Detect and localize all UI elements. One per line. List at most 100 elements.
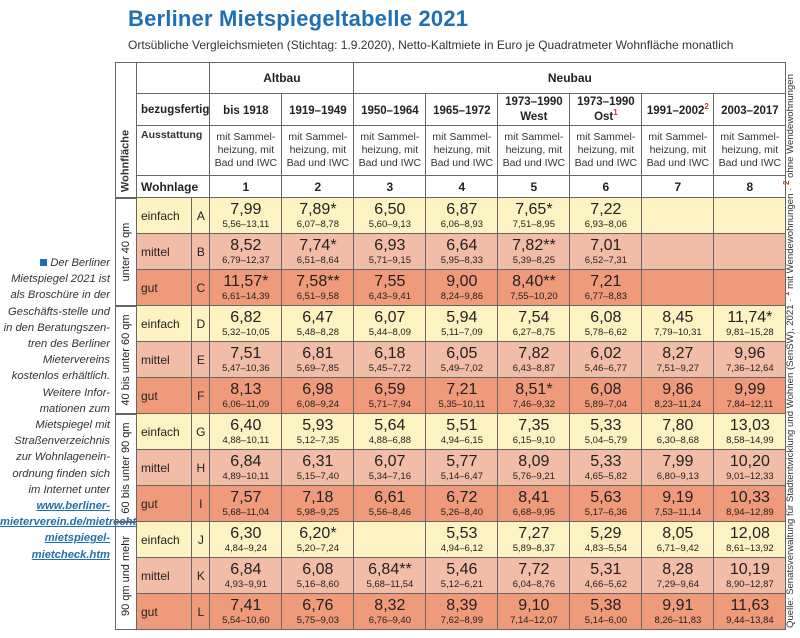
rent-cell: 7,82 6,43–8,87 bbox=[497, 341, 571, 378]
rent-cell: 8,13 6,06–11,09 bbox=[209, 377, 283, 414]
rent-cell: 5,38 5,14–6,00 bbox=[569, 593, 643, 630]
mean-rent: 10,19 bbox=[729, 560, 770, 578]
rent-cell: 7,99 5,56–13,11 bbox=[209, 197, 283, 234]
rent-table: Altbau Neubau bezugsfertig bis 1918 1919–194… bbox=[115, 62, 787, 630]
rent-cell bbox=[713, 269, 787, 306]
mean-rent: 9,19 bbox=[662, 488, 694, 506]
mean-rent: 7,89* bbox=[299, 200, 337, 218]
rent-cell: 8,27 7,51–9,27 bbox=[641, 341, 715, 378]
mean-rent: 6,59 bbox=[374, 380, 406, 398]
rent-cell: 7,54 6,27–8,75 bbox=[497, 305, 571, 342]
header-row-category: Altbau Neubau bbox=[115, 62, 787, 94]
wohnlage-number: 5 bbox=[497, 175, 571, 198]
period-label: 1991–2002 bbox=[646, 104, 705, 117]
mean-rent: 8,32 bbox=[374, 596, 406, 614]
rent-cell: 11,57* 6,61–14,39 bbox=[209, 269, 283, 306]
row-key: J bbox=[191, 521, 211, 558]
period-label: bis 1918 bbox=[223, 104, 269, 117]
mean-rent: 5,77 bbox=[446, 452, 478, 470]
rent-range: 6,51–8,64 bbox=[296, 254, 339, 266]
mean-rent: 7,35 bbox=[518, 416, 550, 434]
rent-cell: 8,05 6,71–9,42 bbox=[641, 521, 715, 558]
rent-cell: 5,29 4,83–5,54 bbox=[569, 521, 643, 558]
mean-rent: 6,07 bbox=[374, 452, 406, 470]
label-wohnlage: Wohnlage bbox=[135, 175, 211, 198]
rent-range: 5,98–9,25 bbox=[296, 506, 339, 518]
rent-range: 5,71–7,94 bbox=[368, 398, 411, 410]
rent-cell: 6,84 4,89–10,11 bbox=[209, 449, 283, 486]
mean-rent: 6,81 bbox=[302, 344, 334, 362]
rent-range: 7,14–12,07 bbox=[510, 614, 558, 626]
rent-cell: 9,86 8,23–11,24 bbox=[641, 377, 715, 414]
rent-cell bbox=[641, 233, 715, 270]
mean-rent: 7,41 bbox=[230, 596, 262, 614]
mean-rent: 7,01 bbox=[590, 236, 622, 254]
table-row: 60 bis unter 90 qm einfach G 6,40 4,88–10,11… bbox=[115, 412, 787, 522]
rent-cell bbox=[641, 197, 715, 234]
rent-cell: 7,35 6,15–9,10 bbox=[497, 413, 571, 450]
rent-range: 6,04–8,76 bbox=[512, 578, 555, 590]
ausstattung-cell: mit Sammel-heizung, mit Bad und IWC bbox=[425, 125, 499, 176]
mean-rent: 6,84** bbox=[368, 560, 412, 578]
rent-range: 5,54–10,60 bbox=[222, 614, 270, 626]
rent-range: 7,29–9,64 bbox=[656, 578, 699, 590]
rent-cell: 6,02 5,46–6,77 bbox=[569, 341, 643, 378]
header-row-periods: bezugsfertig bis 1918 1919–1949 1950–1964 19… bbox=[115, 93, 787, 126]
rent-cell: 7,80 6,30–8,68 bbox=[641, 413, 715, 450]
mean-rent: 8,41 bbox=[518, 488, 550, 506]
header-row-ausstattung: Wohnfläche Ausstattung mit Sammel-heizung,… bbox=[115, 125, 787, 198]
ausstattung-cell: mit Sammel-heizung, mit Bad und IWC bbox=[641, 125, 715, 176]
mean-rent: 6,47 bbox=[302, 308, 334, 326]
mean-rent: 5,33 bbox=[590, 416, 622, 434]
row-key: K bbox=[191, 557, 211, 594]
mean-rent: 6,61 bbox=[374, 488, 406, 506]
lage-label: gut bbox=[135, 593, 193, 630]
lage-label: mittel bbox=[135, 341, 193, 378]
rent-range: 5,46–6,77 bbox=[584, 362, 627, 374]
rent-cell: 7,01 6,52–7,31 bbox=[569, 233, 643, 270]
rent-cell: 6,61 5,56–8,46 bbox=[353, 485, 427, 522]
mean-rent: 6,02 bbox=[590, 344, 622, 362]
rent-cell bbox=[353, 521, 427, 558]
rent-cell: 6,87 6,06–8,93 bbox=[425, 197, 499, 234]
mean-rent: 8,13 bbox=[230, 380, 262, 398]
rent-cell: 6,50 5,60–9,13 bbox=[353, 197, 427, 234]
rent-range: 5,16–8,60 bbox=[296, 578, 339, 590]
rent-cell: 11,74* 9,81–15,28 bbox=[713, 305, 787, 342]
rent-cell: 7,51 5,47–10,36 bbox=[209, 341, 283, 378]
size-group-label: 60 bis unter 90 qm bbox=[120, 421, 132, 514]
rent-cell: 13,03 8,58–14,99 bbox=[713, 413, 787, 450]
table-row: unter 40 qm einfach A 7,99 5,56–13,11 7,89* 6,… bbox=[115, 196, 787, 306]
rent-range: 4,94–6,12 bbox=[440, 542, 483, 554]
rent-range: 8,61–13,92 bbox=[726, 542, 774, 554]
lage-label: einfach bbox=[135, 197, 193, 234]
mean-rent: 7,65* bbox=[515, 200, 553, 218]
rent-range: 5,69–7,85 bbox=[296, 362, 339, 374]
period-label: 1965–1972 bbox=[433, 104, 491, 117]
mean-rent: 6,93 bbox=[374, 236, 406, 254]
mean-rent: 6,64 bbox=[446, 236, 478, 254]
rent-range: 4,94–6,15 bbox=[440, 434, 483, 446]
rent-range: 7,46–9,32 bbox=[512, 398, 555, 410]
mean-rent: 8,52 bbox=[230, 236, 262, 254]
wohnlage-number: 3 bbox=[353, 175, 427, 198]
rent-range: 5,32–10,05 bbox=[222, 326, 270, 338]
rent-cell: 6,07 5,44–8,09 bbox=[353, 305, 427, 342]
mean-rent: 8,27 bbox=[662, 344, 694, 362]
mean-rent: 6,98 bbox=[302, 380, 334, 398]
rent-range: 9,44–13,84 bbox=[726, 614, 774, 626]
footnote-1-text: mit Wendewohnungen · bbox=[785, 185, 797, 292]
rent-cell: 6,08 5,78–6,62 bbox=[569, 305, 643, 342]
rent-range: 9,01–12,33 bbox=[726, 470, 774, 482]
mean-rent: 9,91 bbox=[662, 596, 694, 614]
header-neubau: Neubau bbox=[353, 62, 787, 94]
mean-rent: 6,72 bbox=[446, 488, 478, 506]
rent-cell: 10,20 9,01–12,33 bbox=[713, 449, 787, 486]
rent-cell: 7,65* 7,51–8,95 bbox=[497, 197, 571, 234]
table-row: gut L 7,41 5,54–10,60 6,76 5,75–9,03 8,32 6,76–… bbox=[116, 593, 787, 630]
lage-label: mittel bbox=[135, 233, 193, 270]
sidebar-text: Der Berliner Mietspiegel 2021 ist als Br… bbox=[3, 257, 110, 496]
rent-range: 6,43–8,87 bbox=[512, 362, 555, 374]
rent-range: 5,12–6,21 bbox=[440, 578, 483, 590]
rent-range: 4,88–10,11 bbox=[222, 434, 270, 446]
